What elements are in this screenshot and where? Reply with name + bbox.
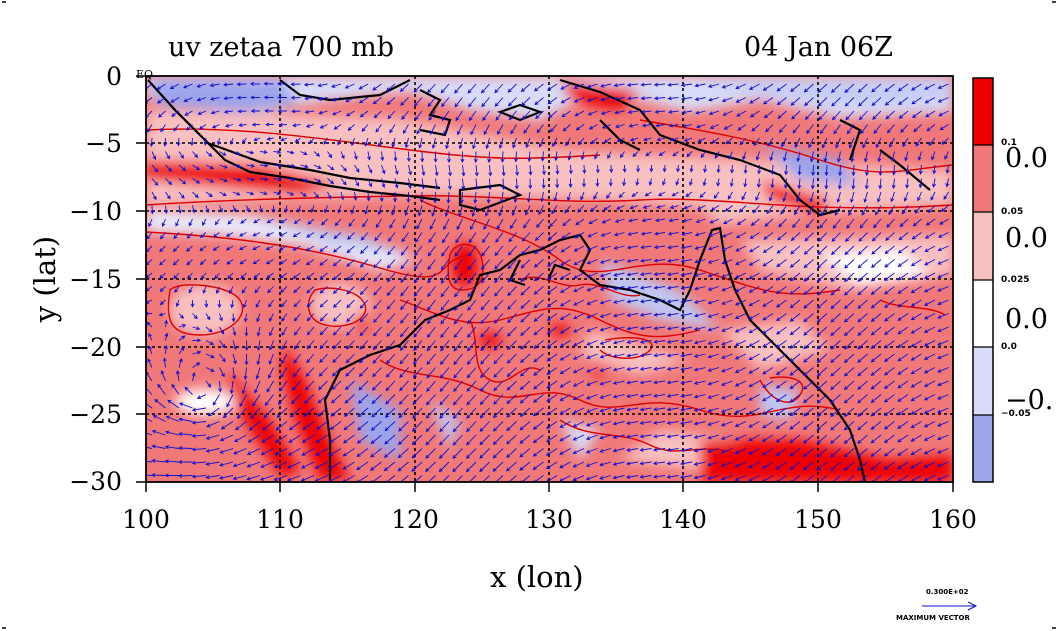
y-axis-label: y (lat): [28, 235, 62, 323]
colorbar-big-label: 0.0: [1005, 223, 1048, 254]
ytick-label: −10: [69, 197, 122, 226]
ytick-label: −30: [69, 467, 122, 496]
colorbar-small-label: −0.05: [1001, 409, 1031, 419]
ytick-label: −15: [69, 265, 122, 294]
xtick-label: 120: [391, 505, 439, 534]
max-vector-arrow: [922, 601, 978, 611]
xtick-label: 160: [929, 505, 977, 534]
colorbar-small-label: 0.0: [1001, 342, 1017, 352]
colorbar-swatch-1: [973, 78, 993, 145]
colorbar-swatch-2: [973, 145, 993, 212]
colorbar-small-label: 0.025: [1001, 275, 1030, 285]
plot-title-right: 04 Jan 06Z: [744, 32, 893, 63]
xtick-label: 100: [122, 505, 170, 534]
colorbar-swatch-5: [973, 347, 993, 415]
ytick-label: −5: [85, 129, 122, 158]
plot-title-left: uv zetaa 700 mb: [168, 32, 395, 63]
colorbar-swatch-3: [973, 212, 993, 280]
colorbar-swatch-4: [973, 280, 993, 347]
wind-vectors-path: [146, 81, 950, 482]
colorbar-small-label: 0.05: [1001, 207, 1024, 217]
xtick-label: 130: [525, 505, 573, 534]
axis-ticks: [136, 75, 954, 492]
xtick-label: 150: [794, 505, 842, 534]
colorbar: [972, 77, 994, 483]
ytick-label: −20: [69, 333, 122, 362]
ytick-label: 0: [106, 62, 122, 91]
colorbar-swatch-6: [973, 415, 993, 482]
xtick-label: 140: [659, 505, 707, 534]
ytick-label: −25: [69, 400, 122, 429]
colorbar-small-label: 0.1: [1001, 138, 1017, 148]
vorticity-contours: [146, 119, 953, 456]
colorbar-big-label: 0.0: [1005, 143, 1048, 174]
max-vector-value: 0.300E+02: [926, 588, 969, 596]
wind-vector-field: [146, 81, 950, 482]
xtick-label: 110: [256, 505, 304, 534]
max-vector-label: MAXIMUM VECTOR: [896, 614, 970, 622]
colorbar-big-label: 0.0: [1005, 304, 1048, 335]
equator-marker: EQ: [136, 68, 154, 81]
colorbar-big-label: −0.: [1005, 385, 1054, 416]
x-axis-label: x (lon): [490, 560, 584, 594]
